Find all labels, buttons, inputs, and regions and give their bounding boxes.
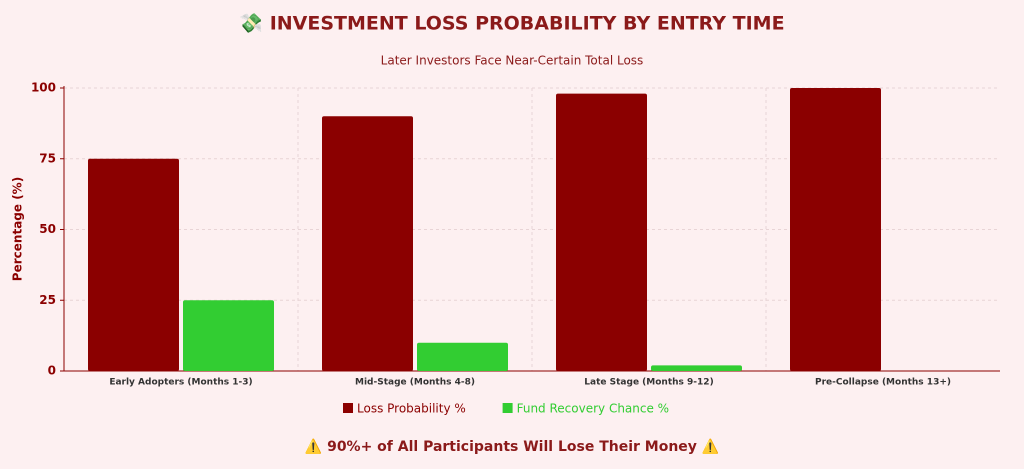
y-tick-label: 0 xyxy=(48,364,56,378)
bar xyxy=(322,116,413,371)
x-tick-label: Mid-Stage (Months 4-8) xyxy=(355,378,475,388)
legend-swatch xyxy=(502,403,513,413)
bar xyxy=(651,365,742,371)
y-tick-label: 25 xyxy=(39,293,56,307)
bar xyxy=(790,88,881,371)
bar xyxy=(183,300,274,371)
legend-label: Loss Probability % xyxy=(357,402,466,416)
bar xyxy=(556,93,647,371)
legend-swatch xyxy=(343,403,353,413)
footer-note: ⚠️ 90%+ of All Participants Will Lose Th… xyxy=(305,438,719,455)
y-axis-label: Percentage (%) xyxy=(11,177,25,281)
y-tick-label: 50 xyxy=(39,222,56,236)
y-tick-label: 75 xyxy=(39,151,56,165)
y-tick-label: 100 xyxy=(31,81,56,95)
x-tick-label: Early Adopters (Months 1-3) xyxy=(109,378,252,388)
bar xyxy=(417,342,508,371)
legend-label: Fund Recovery Chance % xyxy=(517,402,669,416)
x-tick-label: Late Stage (Months 9-12) xyxy=(584,378,713,388)
chart-title: 💸 INVESTMENT LOSS PROBABILITY BY ENTRY T… xyxy=(239,13,784,35)
chart-subtitle: Later Investors Face Near-Certain Total … xyxy=(381,54,644,68)
x-tick-label: Pre-Collapse (Months 13+) xyxy=(815,378,951,388)
bar xyxy=(88,158,179,371)
